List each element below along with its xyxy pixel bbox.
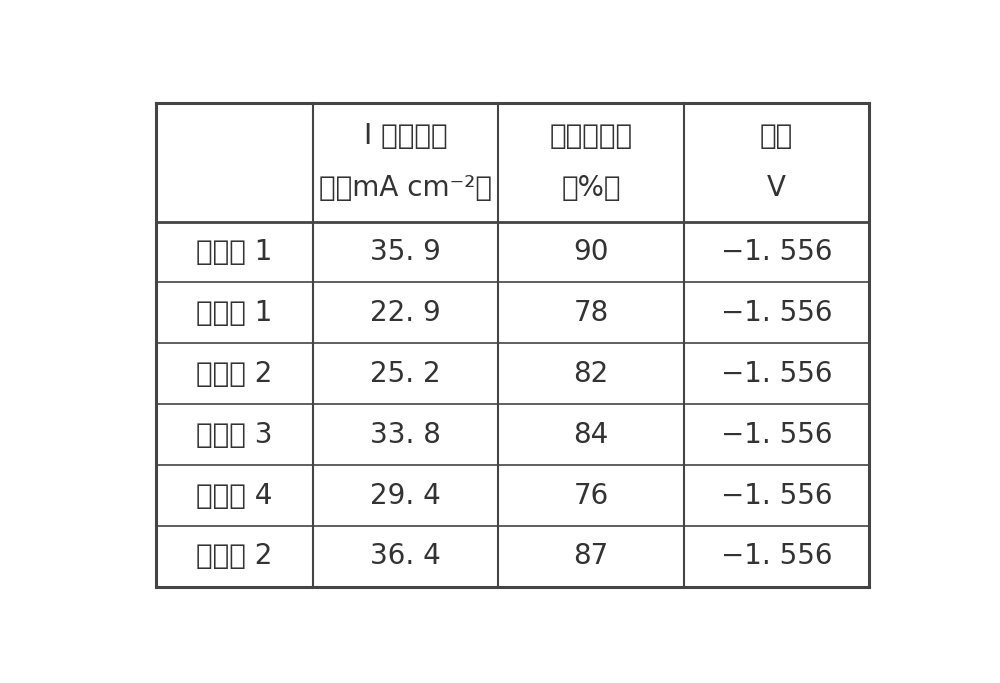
Text: −1. 556: −1. 556 [721, 421, 832, 449]
Text: 对比例 2: 对比例 2 [196, 360, 273, 388]
Text: −1. 556: −1. 556 [721, 299, 832, 327]
Text: 35. 9: 35. 9 [370, 238, 441, 266]
Text: 实施例 1: 实施例 1 [196, 238, 273, 266]
Text: （%）: （%） [561, 174, 621, 202]
Text: −1. 556: −1. 556 [721, 482, 832, 510]
Text: 33. 8: 33. 8 [370, 421, 441, 449]
Text: 25. 2: 25. 2 [370, 360, 441, 388]
Text: 度（mA cm⁻²）: 度（mA cm⁻²） [319, 174, 492, 202]
Text: 82: 82 [573, 360, 609, 388]
Text: I 总电流密: I 总电流密 [364, 122, 447, 150]
Text: 对比例 1: 对比例 1 [196, 299, 273, 327]
Text: −1. 556: −1. 556 [721, 360, 832, 388]
Text: 87: 87 [573, 542, 609, 570]
Text: 对比例 3: 对比例 3 [196, 421, 273, 449]
Text: 电位: 电位 [760, 122, 793, 150]
Text: 84: 84 [573, 421, 609, 449]
Text: 29. 4: 29. 4 [370, 482, 441, 510]
Text: 对比例 4: 对比例 4 [196, 482, 273, 510]
Text: −1. 556: −1. 556 [721, 542, 832, 570]
Text: −1. 556: −1. 556 [721, 238, 832, 266]
Text: V: V [767, 174, 786, 202]
Text: 法拉第效率: 法拉第效率 [549, 122, 632, 150]
Text: 实施例 2: 实施例 2 [196, 542, 273, 570]
Text: 36. 4: 36. 4 [370, 542, 441, 570]
Text: 22. 9: 22. 9 [370, 299, 441, 327]
Text: 90: 90 [573, 238, 609, 266]
Text: 76: 76 [573, 482, 609, 510]
Text: 78: 78 [573, 299, 609, 327]
